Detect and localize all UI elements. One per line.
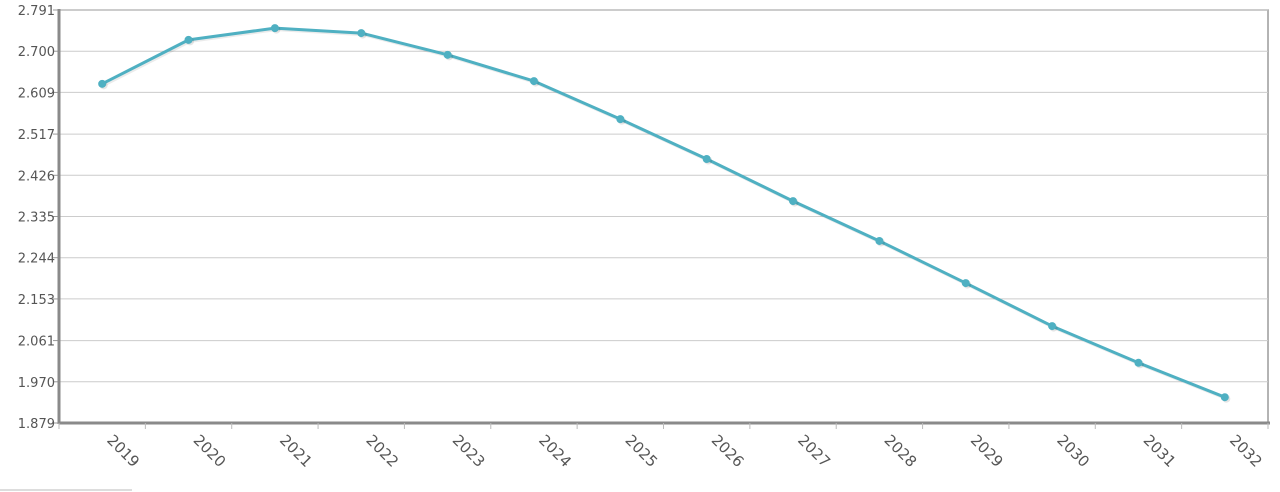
data-point xyxy=(875,236,884,245)
x-tick-label: 2028 xyxy=(881,431,921,471)
data-point xyxy=(443,50,452,59)
x-tick-label: 2022 xyxy=(362,431,402,471)
series-line xyxy=(98,24,1231,403)
y-tick-label: 2.153 xyxy=(18,293,55,308)
scrollbar[interactable] xyxy=(0,489,132,491)
y-tick-label: 2.700 xyxy=(18,45,55,60)
y-tick-label: 2.609 xyxy=(18,86,55,101)
data-point xyxy=(702,154,711,163)
data-point xyxy=(357,29,366,38)
data-line xyxy=(101,26,1226,399)
y-tick-label: 2.426 xyxy=(18,169,55,184)
x-tick-label: 2032 xyxy=(1226,431,1266,471)
data-point xyxy=(98,79,107,88)
y-tick-label: 2.061 xyxy=(18,335,55,350)
data-point xyxy=(270,24,279,33)
data-point xyxy=(1220,393,1229,402)
x-tick-label: 2027 xyxy=(794,431,834,471)
data-point xyxy=(616,115,625,124)
x-tick-label: 2025 xyxy=(621,431,661,471)
data-point xyxy=(1048,322,1057,331)
x-tick-label: 2021 xyxy=(276,431,316,471)
data-point xyxy=(529,77,538,86)
x-tick-label: 2023 xyxy=(449,431,489,471)
y-tick-label: 2.244 xyxy=(18,252,55,267)
x-tick-label: 2029 xyxy=(967,431,1007,471)
y-tick-label: 2.791 xyxy=(18,4,55,19)
x-tick-label: 2020 xyxy=(190,431,230,471)
y-tick-label: 2.335 xyxy=(18,211,55,226)
data-point xyxy=(184,35,193,44)
x-tick-label: 2030 xyxy=(1053,431,1093,471)
x-axis: 2019 2020 2021 2022 2023 2024 2025 2026 2027 2028… xyxy=(58,421,1270,471)
y-tick-label: 1.879 xyxy=(18,417,55,432)
x-tick-label: 2026 xyxy=(708,431,748,471)
data-point xyxy=(789,197,798,206)
y-tick-label: 1.970 xyxy=(18,376,55,391)
gridlines xyxy=(58,9,1269,424)
line-shadow xyxy=(102,28,1227,401)
y-axis: 1.879 1.970 2.061 2.153 2.244 2.335 2.426 2.517… xyxy=(18,4,61,432)
x-tick-label: 2024 xyxy=(535,431,575,471)
y-tick-label: 2.517 xyxy=(18,128,55,143)
data-point xyxy=(1134,358,1143,367)
x-tick-label: 2019 xyxy=(103,431,143,471)
x-tick-label: 2031 xyxy=(1140,431,1180,471)
data-point xyxy=(961,279,970,288)
